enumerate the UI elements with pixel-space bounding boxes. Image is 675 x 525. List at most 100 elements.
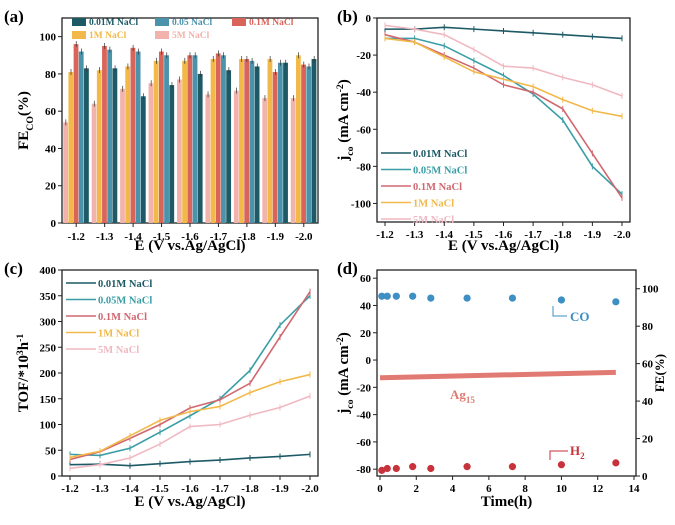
h2-fe-point <box>463 463 471 471</box>
series-label-sub: 15 <box>466 395 476 405</box>
bar <box>68 72 74 223</box>
panel-label: (d) <box>337 259 358 278</box>
bar <box>277 62 283 224</box>
y-tick-label: 400 <box>40 265 57 277</box>
y-tick-label: 60 <box>45 106 57 118</box>
bar <box>153 60 159 224</box>
h2-fe-point <box>508 463 517 471</box>
x-axis-label: Time(h) <box>481 494 532 510</box>
current-trace <box>379 369 616 381</box>
y-tick-label: 0 <box>51 218 57 230</box>
co-fe-point <box>409 292 417 300</box>
legend-label: 0.05 NaCl <box>172 18 212 28</box>
y-tick-label: 40 <box>45 143 57 155</box>
y-axis-label-part: j <box>336 156 352 162</box>
x-tick-label: -1.5 <box>151 483 169 495</box>
co-fe-point <box>392 292 400 300</box>
bar <box>262 98 268 223</box>
x-tick-label: -1.6 <box>495 229 513 241</box>
y2-tick-label: 60 <box>642 359 654 371</box>
h2-fe-point <box>392 464 400 473</box>
y2-axis-label: FE(%) <box>652 354 667 392</box>
legend-label: 5M NaCl <box>172 31 210 41</box>
bar <box>169 85 175 223</box>
bar <box>226 70 232 223</box>
bar <box>267 59 273 223</box>
x-tick-label: -1.6 <box>181 231 199 243</box>
y-axis-label-part: -2 <box>335 337 346 345</box>
bar <box>158 51 164 223</box>
y-tick-label: 350 <box>40 291 57 303</box>
y-axis-label-part: co <box>345 399 356 408</box>
h2-fe-point <box>612 459 620 467</box>
y-tick-label: 0 <box>366 13 372 25</box>
y-axis-label-part: ) <box>336 332 352 337</box>
legend-label: 0.1M NaCl <box>98 312 147 323</box>
x-tick-label: -1.2 <box>376 229 394 241</box>
h2-fe-point <box>383 464 391 473</box>
co-fe-point <box>427 294 435 302</box>
bar <box>135 51 141 223</box>
x-tick-label: -1.4 <box>124 231 142 243</box>
bar <box>215 53 221 224</box>
x-tick-label: -1.7 <box>524 229 542 241</box>
y-tick-label: -80 <box>356 161 371 173</box>
h2-fe-point <box>557 461 566 469</box>
legend-label: 1M NaCl <box>413 199 454 210</box>
y2-tick-label: 40 <box>642 396 654 408</box>
x-tick-label: -1.5 <box>153 231 171 243</box>
bar <box>148 83 154 224</box>
x-tick-label: -1.5 <box>465 229 483 241</box>
legend-label: 0.05M NaCl <box>413 166 467 177</box>
h2-fe-point <box>427 464 435 473</box>
plot-frame <box>376 269 637 477</box>
bar <box>244 59 250 223</box>
bar <box>295 55 301 223</box>
x-tick-label: -1.9 <box>271 483 289 495</box>
y-tick-label: 40 <box>360 300 372 312</box>
x-tick-label: -1.4 <box>121 483 139 495</box>
bar <box>272 72 278 223</box>
x-tick-label: -1.9 <box>584 229 602 241</box>
bar <box>290 98 296 223</box>
co-fe-point <box>378 292 386 300</box>
bar <box>254 66 260 223</box>
y-tick-label: 80 <box>45 69 57 81</box>
x-tick-label: -1.6 <box>181 483 199 495</box>
y-axis-label-part: (mA cm <box>336 92 352 147</box>
h2-label-main: H <box>570 443 580 458</box>
y-axis-label-part: (%) <box>16 91 32 116</box>
x-tick-label: -1.4 <box>436 229 454 241</box>
y-tick-label: 100 <box>40 32 57 44</box>
bar <box>205 94 211 223</box>
y2-tick-label: 20 <box>642 434 654 446</box>
legend-label: 5M NaCl <box>413 215 454 226</box>
y-tick-label: -60 <box>356 124 371 136</box>
co-arrow <box>552 306 567 317</box>
co-fe-point <box>612 298 620 306</box>
bar <box>182 60 187 224</box>
bar <box>311 59 317 223</box>
x-tick-label: 12 <box>592 483 604 495</box>
bar <box>306 66 312 223</box>
y-axis-label-part: CO <box>25 116 36 131</box>
panel-label: (c) <box>4 259 23 278</box>
legend-label: 0.01M NaCl <box>89 18 138 28</box>
x-axis-label: E (V vs.Ag/AgCl) <box>135 494 246 510</box>
y2-tick-label: 0 <box>642 471 648 483</box>
legend-swatch <box>232 18 246 26</box>
legend-swatch <box>155 31 169 39</box>
x-tick-label: -1.8 <box>238 231 256 243</box>
bar <box>130 47 136 224</box>
y-tick-label: -60 <box>356 437 371 449</box>
x-axis-label: E (V vs.Ag/AgCl) <box>135 238 246 254</box>
legend-label: 0.01M NaCl <box>98 279 152 290</box>
x-tick-label: -2.0 <box>301 483 319 495</box>
bar <box>301 64 306 223</box>
y-axis-label: FECO(%) <box>16 91 36 150</box>
bar <box>78 51 84 223</box>
bar <box>187 55 193 223</box>
x-tick-label: -2.0 <box>613 229 631 241</box>
